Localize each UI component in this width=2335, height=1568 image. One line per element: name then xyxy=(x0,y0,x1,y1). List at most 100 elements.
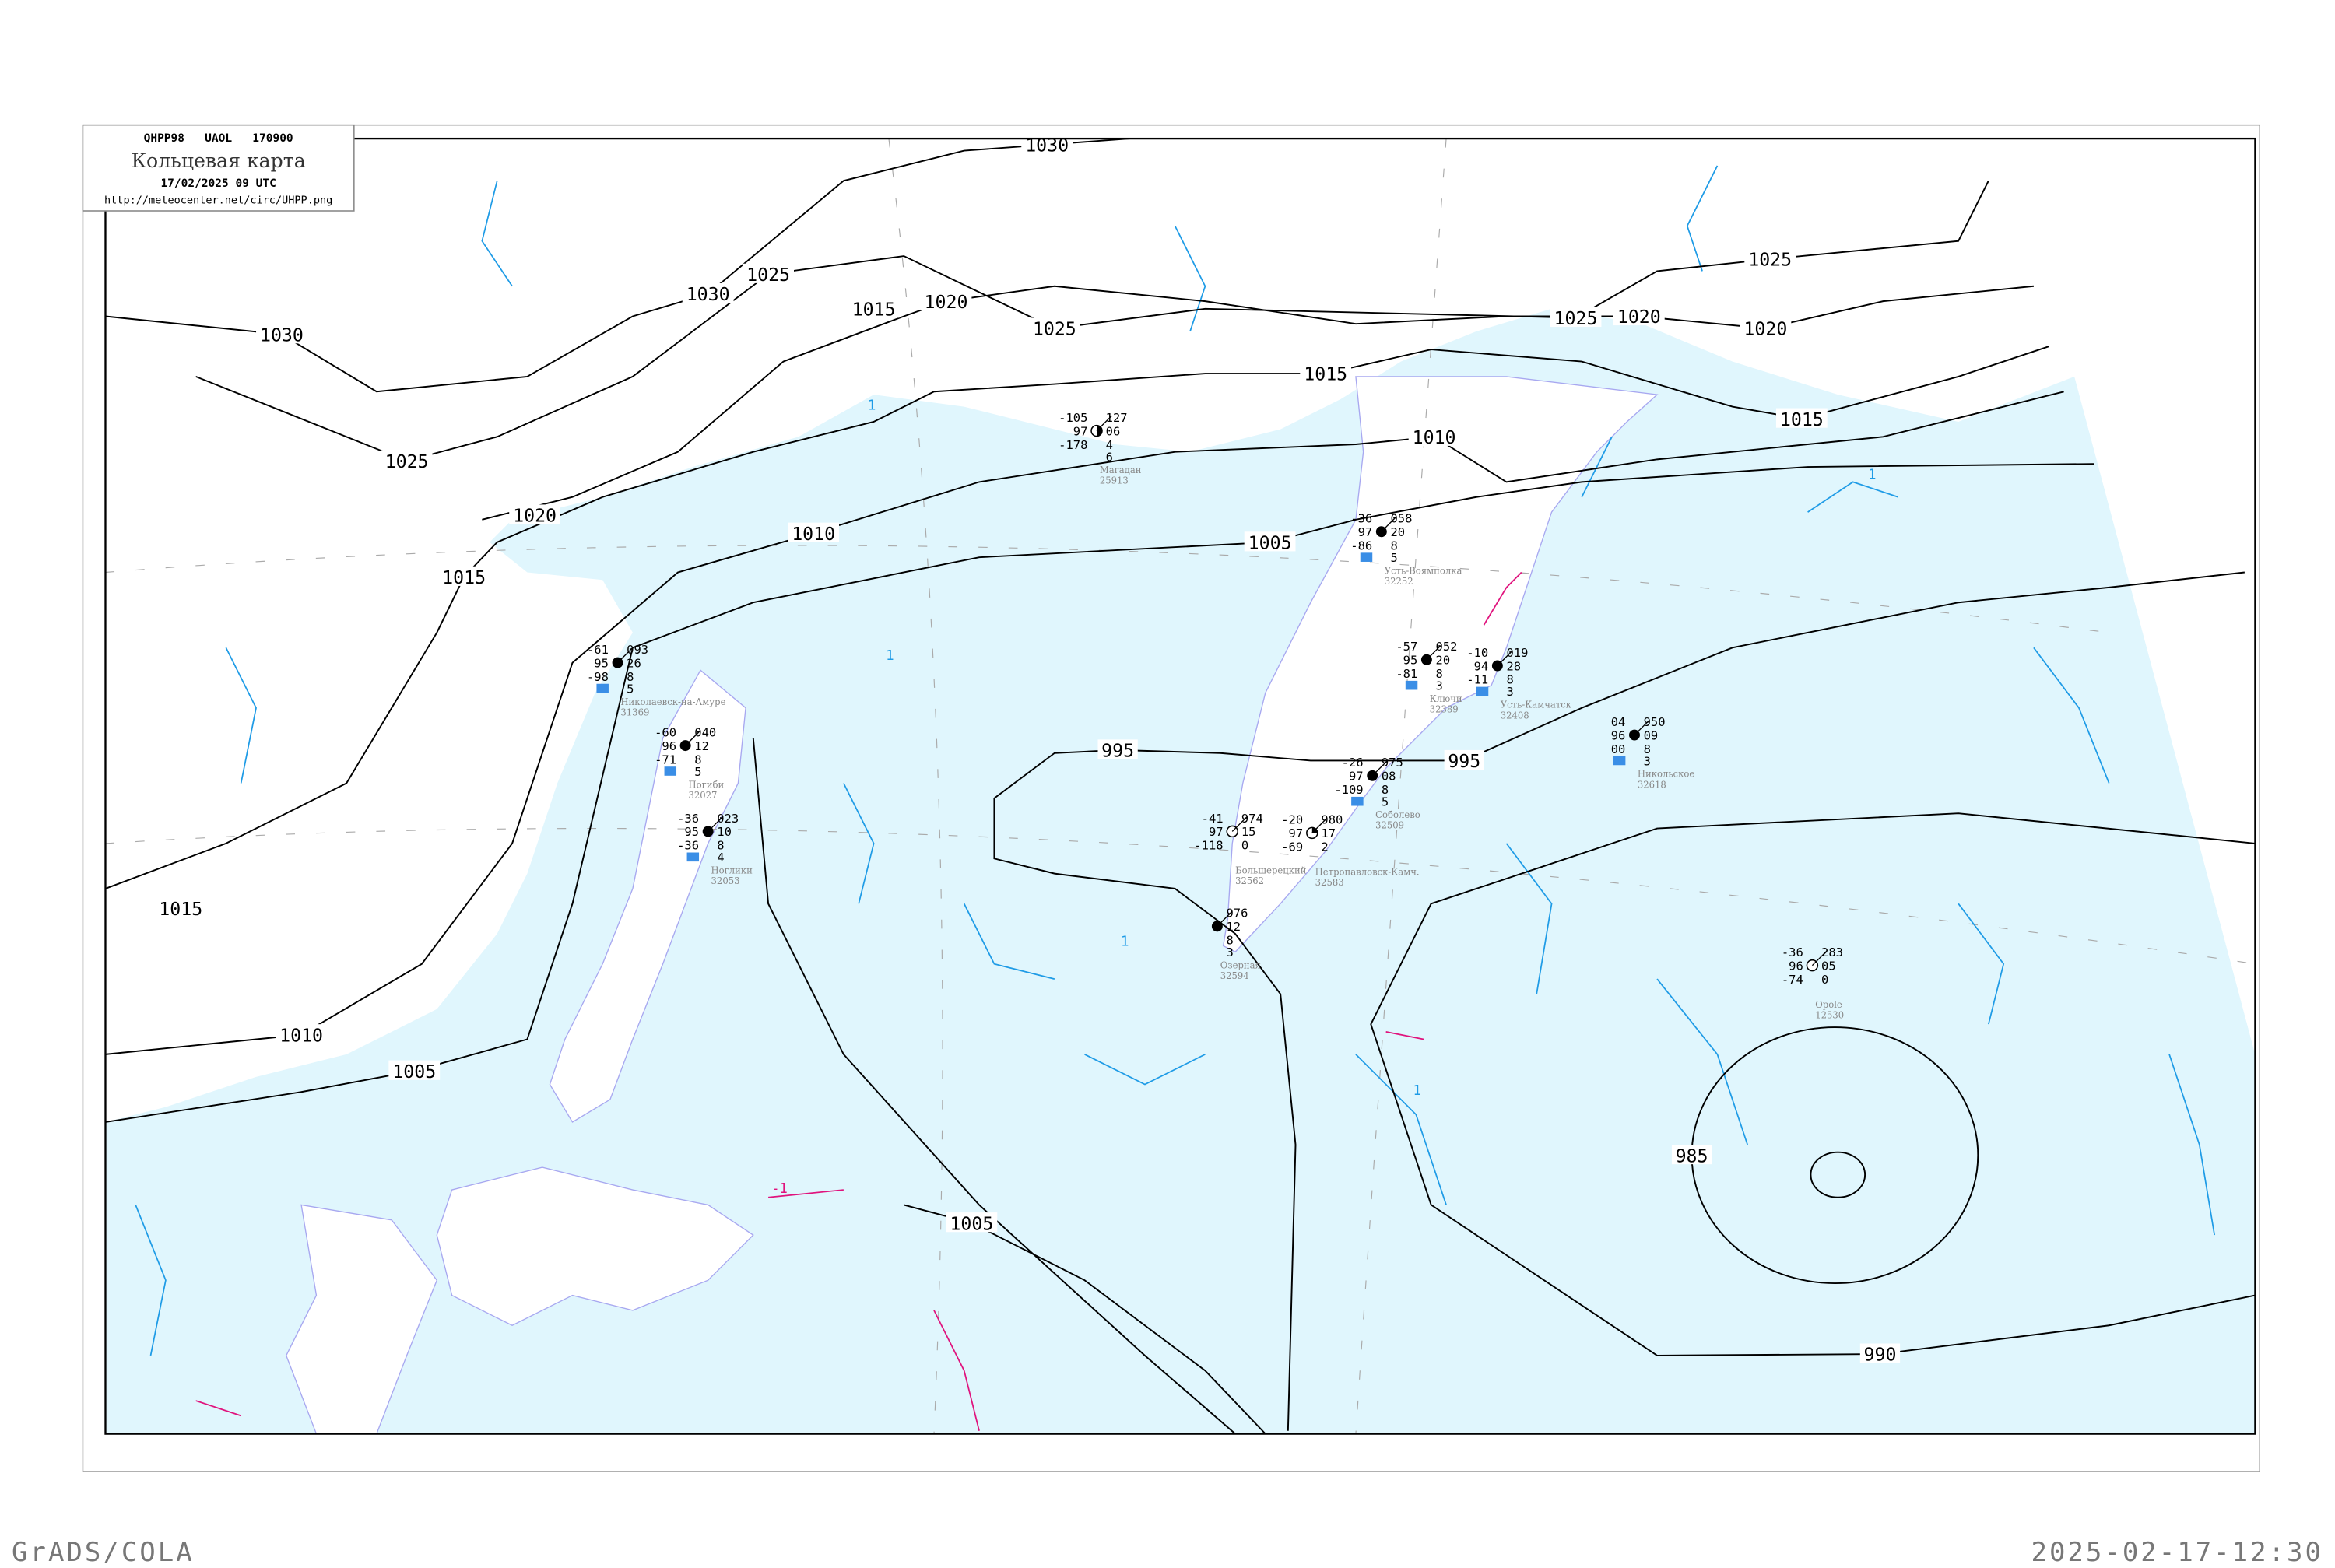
station-id: 32027 xyxy=(689,790,718,801)
station-c1: 8 xyxy=(1382,783,1389,797)
isobar-label: 1005 xyxy=(1248,533,1292,554)
station-p: 127 xyxy=(1106,411,1128,425)
header-code: QHPP98 UAOL 170900 xyxy=(144,132,293,145)
station-c1: 4 xyxy=(1106,438,1113,452)
hokkaido-land xyxy=(436,1166,754,1327)
isobar-label-bg xyxy=(1775,408,1828,428)
station-c2: 5 xyxy=(627,682,634,696)
station-dp: 09 xyxy=(1644,728,1659,742)
precip-marker xyxy=(686,852,700,862)
wind-barb-icon xyxy=(1096,415,1112,432)
isotherm-warm-line xyxy=(1483,571,1522,626)
station-dp: 17 xyxy=(1321,826,1336,840)
isobar-label-bg xyxy=(1550,307,1602,328)
station-id: 32509 xyxy=(1375,820,1404,831)
station-t: -36 xyxy=(1350,512,1372,526)
isotherm-line xyxy=(225,647,257,784)
isotherm-line xyxy=(963,903,1055,980)
station-p: 093 xyxy=(627,643,648,657)
station-td: -178 xyxy=(1059,438,1087,452)
station-c1: 8 xyxy=(1390,538,1397,552)
isobar-label-bg xyxy=(1444,749,1484,770)
wind-barb-icon xyxy=(1311,817,1328,833)
station-id: 12530 xyxy=(1815,1009,1844,1020)
station-p: 283 xyxy=(1821,945,1843,959)
isobar-labels: 1030103010301025102510251025102510201020… xyxy=(155,134,1901,1366)
station-c1: 8 xyxy=(1226,934,1233,948)
isobar-label-bg xyxy=(256,324,307,344)
precip-marker xyxy=(1351,796,1364,806)
station-c2: 3 xyxy=(1644,754,1651,768)
station-c2: 5 xyxy=(1382,795,1389,809)
isobar-label-bg xyxy=(381,450,433,470)
isobar-label: 1015 xyxy=(1780,409,1824,430)
station-dp: 28 xyxy=(1506,659,1521,673)
isobar-label-bg xyxy=(920,290,972,310)
station-vis: 97 xyxy=(1289,826,1304,840)
station-td: 00 xyxy=(1611,742,1626,756)
isotherm-label: 1 xyxy=(886,648,894,664)
station-vis: 94 xyxy=(1474,659,1489,673)
station-c1: 8 xyxy=(1436,667,1443,681)
station-p: 040 xyxy=(694,725,716,739)
station-c2: 3 xyxy=(1506,685,1513,699)
isobar-label: 1030 xyxy=(686,284,730,305)
station-vis: 97 xyxy=(1073,424,1088,438)
station-vis: 96 xyxy=(1611,728,1626,742)
isobar-label-bg xyxy=(1671,1145,1712,1165)
station-td: -109 xyxy=(1334,783,1363,797)
isotherm-warm-line xyxy=(1385,1030,1424,1040)
station-name: Ключи xyxy=(1430,693,1462,704)
isobar-label-bg xyxy=(155,897,207,917)
isobar-label-bg xyxy=(1613,305,1665,326)
wind-barb-icon xyxy=(617,647,634,664)
station-dp: 05 xyxy=(1821,959,1836,973)
station-t: -20 xyxy=(1281,813,1303,827)
isotherm-line xyxy=(1355,1054,1447,1205)
station-c1: 2 xyxy=(1321,840,1328,854)
isotherm-label: 1 xyxy=(1413,1083,1420,1099)
map-frame xyxy=(104,137,2256,1435)
precip-marker xyxy=(1613,756,1626,766)
footer-software: GrADS/COLA xyxy=(12,1537,195,1568)
isobar-inner-low xyxy=(1810,1151,1866,1198)
station-c1: 8 xyxy=(627,670,634,684)
isobar-label: 1010 xyxy=(792,524,835,545)
station-vis: 97 xyxy=(1349,770,1364,784)
station-name: Магадан xyxy=(1100,465,1142,475)
station-p: 974 xyxy=(1241,812,1263,826)
station-t: -10 xyxy=(1466,646,1488,660)
isotherm-line xyxy=(843,783,875,904)
isobar-label: 1025 xyxy=(1554,308,1598,329)
station-name: Николаевск-на-Амуре xyxy=(620,696,725,707)
station-vis: 97 xyxy=(1358,525,1373,539)
station-t: -41 xyxy=(1202,812,1224,826)
station-name: Большерецкий xyxy=(1235,865,1307,876)
station-td: -74 xyxy=(1782,973,1803,987)
cloud-half-fill xyxy=(1097,425,1102,437)
station-dp: 06 xyxy=(1106,424,1121,438)
station-name: Никольское xyxy=(1638,769,1695,780)
isobar-label: 1030 xyxy=(260,324,304,346)
station-c2: 3 xyxy=(1226,945,1233,959)
isobar-label: 1020 xyxy=(1743,319,1787,340)
isotherm-line xyxy=(1686,165,1719,272)
map-title: Кольцевая карта xyxy=(132,149,306,172)
isotherm-line xyxy=(1174,225,1206,332)
station-t: -36 xyxy=(677,812,699,826)
isotherm-line xyxy=(1581,436,1613,498)
isotherm-line xyxy=(2168,1054,2216,1236)
